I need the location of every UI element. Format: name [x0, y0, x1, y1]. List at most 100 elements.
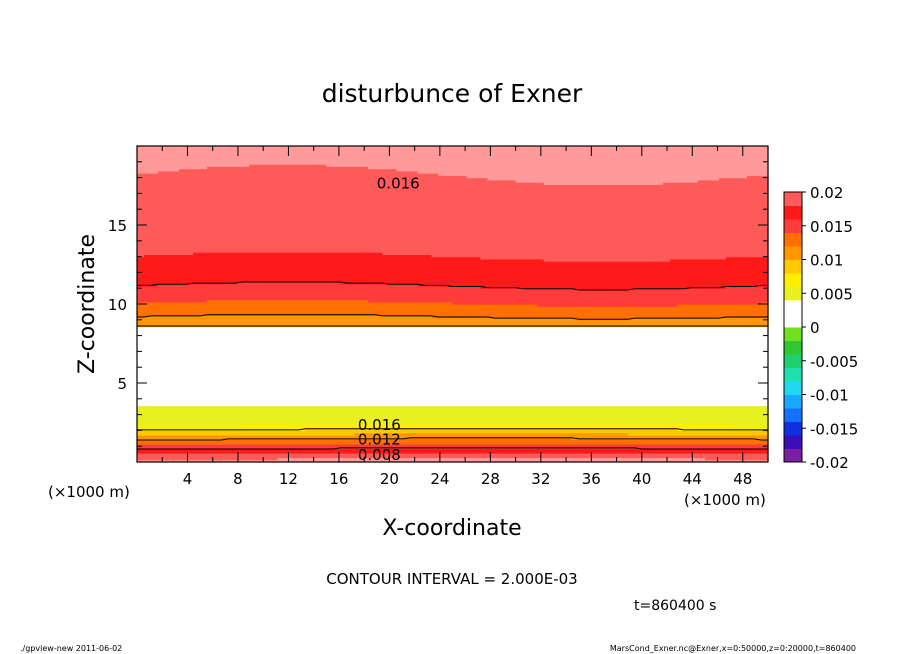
contour-fill-cell — [480, 285, 727, 289]
contour-fill-cell — [480, 256, 727, 260]
contour-fill-cell — [137, 326, 769, 330]
contour-fill-cell — [137, 371, 769, 375]
contour-fill-cell — [137, 432, 355, 436]
contour-fill-cell — [137, 240, 769, 244]
contour-interval: CONTOUR INTERVAL = 2.000E-03 — [326, 570, 577, 588]
contour-fill-cell — [725, 256, 769, 260]
contour-fill-cell — [137, 222, 769, 226]
contour-fill-cell — [137, 317, 580, 321]
contour-fill-cell — [137, 353, 769, 357]
contour-fill-cell — [417, 283, 769, 287]
contour-fill-cell — [137, 220, 769, 224]
contour-fill-cell — [403, 437, 573, 441]
contour-fill-cell — [627, 432, 769, 436]
contour-fill-cell — [137, 457, 278, 461]
contour-fill-cell — [144, 315, 433, 319]
colorbar-tick-label: 0.015 — [810, 218, 853, 236]
contour-fill-cell — [137, 270, 769, 273]
contour-fill-cell — [137, 267, 769, 271]
contour-fill-cell — [137, 290, 769, 294]
contour-fill-cell — [158, 170, 419, 174]
contour-line — [137, 281, 768, 291]
contour-fill-cell — [137, 450, 769, 454]
contour-fill-cell — [137, 245, 769, 249]
contour-fill-cell — [704, 457, 769, 461]
contour-fill-cell — [137, 367, 769, 371]
contour-fill-cell — [452, 301, 762, 305]
colorbar-tick-label: -0.01 — [810, 387, 849, 405]
contour-fill-cell — [137, 421, 769, 425]
contour-fill-cell — [662, 182, 769, 185]
y-tick-label: 5 — [117, 375, 127, 393]
contour-line — [137, 428, 768, 431]
contour-fill-cell — [137, 179, 517, 183]
colorbar-swatch — [784, 354, 802, 368]
contour-fill-cell — [543, 182, 664, 185]
contour-fill-cell — [137, 349, 769, 352]
colorbar-swatch — [784, 300, 802, 314]
contour-fill-cell — [431, 315, 769, 319]
x-tick-label: 48 — [733, 470, 752, 488]
contour-fill-cell — [137, 299, 208, 303]
contour-fill-cell — [305, 428, 678, 431]
contour-fill-cell — [242, 423, 734, 427]
contour-fill-cell — [676, 304, 769, 307]
colorbar-swatch — [784, 313, 802, 328]
contour-fill-cell — [732, 423, 769, 427]
contour-fill-cell — [137, 234, 769, 237]
contour-fill-cell — [137, 306, 769, 310]
contour-fill-cell — [137, 401, 769, 404]
contour-fill-cell — [137, 170, 159, 174]
contour-label: 0.016 — [358, 416, 401, 434]
contour-fill-cell — [137, 213, 769, 217]
contour-fill-cell — [137, 301, 454, 305]
contour-fill-cell — [669, 258, 769, 262]
contour-fill-cell — [543, 258, 671, 262]
contour-fill-cell — [760, 301, 769, 305]
contour-fill-cell — [137, 425, 769, 429]
contour-line — [137, 314, 768, 320]
contour-fill-cell — [137, 394, 769, 398]
contour-fill-cell — [137, 360, 769, 364]
contour-fill-cell — [137, 193, 769, 197]
contour-fill-cell — [137, 459, 769, 463]
x-tick-label: 20 — [380, 470, 399, 488]
contour-fill-cell — [137, 159, 769, 163]
contour-fill-cell — [137, 256, 482, 260]
contour-fill-cell — [277, 457, 706, 461]
contour-fill-cell — [137, 238, 769, 242]
contour-fill-cell — [137, 362, 769, 366]
contour-fill-cell — [137, 441, 769, 445]
contour-fill-cell — [137, 387, 769, 391]
contour-fill-cell — [515, 179, 699, 183]
colorbar-tick-label: -0.015 — [810, 420, 858, 438]
contour-fill-cell — [137, 157, 769, 161]
colorbar-swatch — [784, 286, 802, 301]
contour-fill-cell — [207, 299, 369, 303]
contour-fill-cell — [137, 378, 769, 382]
contour-fill-cell — [137, 396, 769, 400]
x-tick-label: 28 — [481, 470, 500, 488]
contour-fill-cell — [137, 206, 769, 210]
contour-fill-cell — [137, 385, 769, 389]
contour-fill-cell — [137, 202, 769, 206]
contour-fill-cell — [718, 177, 769, 181]
x-tick-label: 32 — [531, 470, 550, 488]
contour-fill-cell — [137, 146, 769, 149]
colorbar-swatch — [784, 435, 802, 449]
x-unit-left: (×1000 m) — [48, 483, 130, 501]
contour-fill-cell — [697, 179, 769, 183]
colorbar-swatch — [784, 421, 802, 436]
contour-fill-cell — [137, 407, 769, 411]
contour-fill-cell — [137, 342, 769, 346]
contour-fill-cell — [137, 304, 538, 307]
contour-fill-cell — [326, 164, 769, 167]
contour-fill-cell — [137, 414, 769, 418]
contour-label: 0.008 — [358, 446, 401, 464]
contour-lines — [137, 281, 768, 450]
contour-line — [137, 447, 768, 450]
contour-fill-cell — [627, 317, 769, 321]
contour-fill-cell — [249, 164, 327, 167]
contour-fill-cell — [137, 398, 769, 402]
colorbar-swatch — [784, 367, 802, 382]
